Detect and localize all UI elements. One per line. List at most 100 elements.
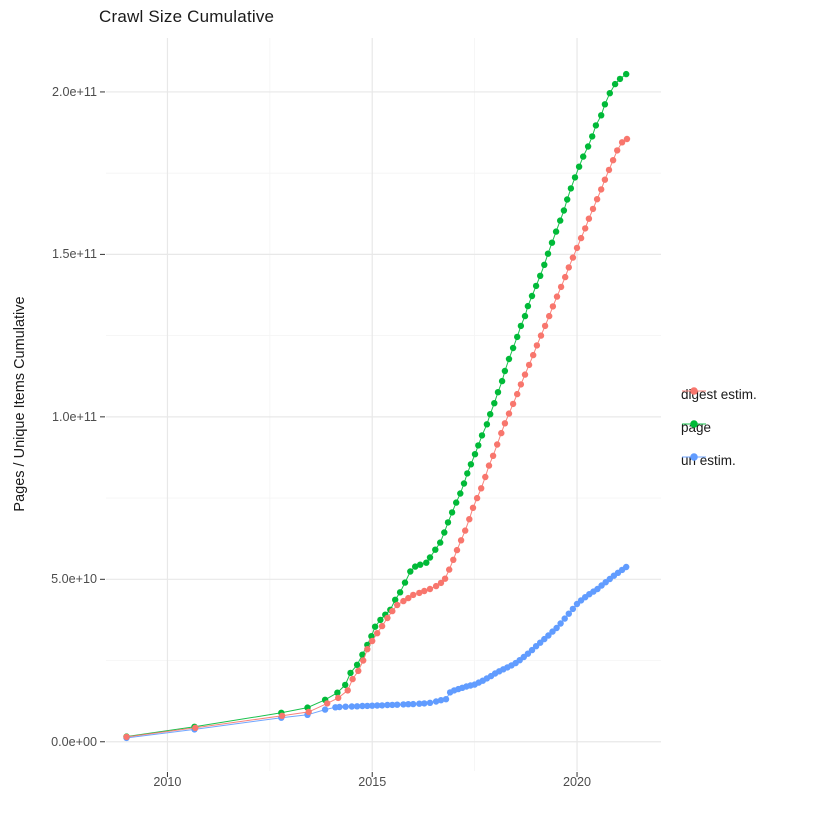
legend-key-icon (682, 387, 706, 395)
data-point (561, 615, 568, 622)
data-point (416, 589, 423, 597)
data-point (544, 250, 552, 257)
data-point (334, 689, 341, 696)
data-point (564, 196, 571, 203)
data-point (369, 637, 376, 645)
data-point (192, 724, 199, 731)
data-point (384, 614, 391, 622)
data-point (423, 559, 430, 566)
data-point (437, 697, 445, 704)
data-point (562, 273, 569, 281)
data-point (549, 303, 557, 310)
data-point (489, 452, 497, 459)
data-point (601, 176, 609, 183)
data-point (335, 694, 342, 702)
data-point (467, 461, 475, 468)
data-point (437, 579, 445, 587)
data-point (553, 624, 560, 632)
data-point (355, 667, 362, 675)
data-point (571, 174, 579, 181)
data-point (521, 371, 529, 378)
data-point (396, 589, 404, 596)
data-point (342, 703, 349, 710)
series-line (126, 138, 628, 738)
data-point (580, 153, 587, 160)
y-tick-label: 2.0e+11 (52, 84, 97, 99)
data-point (533, 342, 541, 349)
legend-item-page: page (681, 417, 711, 437)
data-point (400, 597, 407, 605)
data-point (305, 708, 312, 716)
data-point (389, 701, 396, 709)
series-digest-estim (123, 135, 631, 741)
data-point (457, 490, 464, 497)
data-point (573, 244, 581, 252)
data-point (485, 462, 493, 469)
data-point (410, 591, 417, 599)
data-point (575, 163, 583, 170)
data-point (378, 702, 386, 709)
data-point (552, 228, 560, 235)
legend-key-icon (682, 420, 706, 428)
data-point (453, 546, 461, 554)
data-point (321, 706, 329, 713)
data-point (378, 622, 386, 630)
data-point (374, 630, 381, 637)
data-point (598, 112, 605, 119)
data-point (349, 675, 356, 683)
data-point (521, 312, 529, 320)
data-point (457, 537, 465, 544)
data-point (446, 566, 453, 573)
data-point (401, 579, 409, 586)
legend-label: digest estim. (681, 386, 757, 402)
data-point (589, 205, 597, 213)
data-point (505, 355, 513, 363)
data-point (364, 702, 371, 710)
chart-title: Crawl Size Cumulative (99, 7, 275, 26)
data-point (426, 585, 434, 593)
data-point (514, 390, 521, 398)
data-point (553, 293, 561, 300)
data-point (548, 239, 556, 246)
data-point (528, 646, 536, 654)
data-point (509, 400, 517, 408)
data-point (585, 215, 593, 222)
data-point (565, 610, 572, 617)
data-point (464, 470, 471, 477)
data-point (400, 701, 407, 708)
data-point (432, 698, 440, 705)
y-tick-label: 5.0e+10 (51, 572, 97, 587)
data-point (505, 410, 513, 417)
y-tick-label: 1.5e+11 (52, 247, 97, 262)
data-point (442, 696, 450, 703)
data-point (606, 90, 613, 97)
data-point (364, 646, 371, 653)
data-point (377, 616, 384, 624)
data-point (123, 733, 130, 741)
data-point (410, 700, 417, 708)
data-point (394, 601, 401, 609)
data-point (565, 264, 572, 271)
data-point (384, 701, 391, 709)
data-point (482, 473, 489, 481)
data-point (557, 620, 564, 627)
data-point (609, 157, 617, 164)
data-point (498, 377, 506, 385)
data-point (592, 122, 600, 129)
data-point (498, 429, 505, 437)
data-point (514, 333, 521, 341)
data-point (426, 554, 434, 561)
data-point (560, 207, 568, 214)
data-point (611, 80, 619, 88)
data-point (473, 494, 481, 502)
data-point (618, 139, 626, 146)
data-point (601, 101, 609, 108)
data-point (584, 143, 592, 150)
data-point (557, 283, 565, 291)
data-point (501, 367, 509, 375)
data-point (525, 361, 533, 369)
data-point (487, 411, 494, 418)
data-point (421, 587, 428, 595)
data-point (537, 272, 544, 279)
